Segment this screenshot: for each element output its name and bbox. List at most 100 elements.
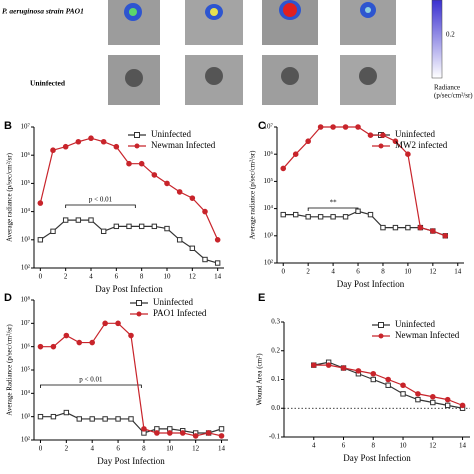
x-tick-label: 6 [115, 273, 119, 281]
series-line [40, 411, 222, 434]
annotation: p < 0.01 [89, 196, 113, 204]
x-tick-label: 6 [116, 445, 120, 453]
annotation: p < 0.01 [79, 376, 103, 384]
marker [115, 416, 121, 422]
x-tick-label: 4 [90, 445, 94, 453]
marker [141, 426, 147, 432]
marker [370, 376, 376, 383]
marker [444, 402, 451, 409]
marker [88, 217, 94, 223]
marker [218, 426, 225, 432]
x-tick-label: 14 [218, 445, 226, 453]
marker [342, 214, 349, 220]
marker [89, 339, 95, 346]
marker [138, 160, 145, 167]
y-tick-label: 10³ [21, 412, 30, 420]
x-tick-label: 2 [65, 445, 69, 453]
marker [62, 217, 69, 223]
marker [113, 143, 120, 150]
marker [76, 339, 83, 346]
y-tick-label: 0.1 [271, 375, 280, 383]
marker [355, 208, 361, 214]
marker [164, 225, 170, 232]
marker [138, 223, 145, 230]
marker [400, 382, 406, 389]
x-tick-label: 0 [281, 268, 285, 276]
marker [37, 343, 44, 350]
marker [154, 430, 160, 436]
x-tick-label: 14 [459, 442, 467, 450]
marker [167, 430, 173, 436]
legend-marker [136, 300, 142, 306]
marker [75, 217, 82, 223]
marker [415, 396, 421, 403]
y-tick-label: 10⁶ [264, 150, 274, 158]
x-tick-label: 8 [140, 273, 144, 281]
marker [151, 223, 158, 230]
marker [292, 151, 299, 157]
marker [62, 143, 69, 150]
x-tick-label: 4 [312, 442, 316, 450]
series-line [282, 126, 446, 237]
marker [400, 391, 406, 397]
x-tick-label: 14 [214, 273, 222, 281]
marker [37, 200, 44, 206]
marker [385, 382, 391, 388]
legend-marker [378, 143, 384, 149]
colorbar [431, 0, 443, 79]
marker [430, 228, 436, 234]
x-tick-label: 10 [164, 273, 172, 281]
panel-letter: D [4, 292, 12, 304]
marker [370, 370, 377, 377]
marker [151, 172, 158, 178]
legend-label: Uninfected [151, 129, 191, 139]
x-tick-label: 10 [404, 268, 412, 276]
marker [317, 214, 324, 220]
marker [459, 402, 466, 409]
y-tick-label: 10⁴ [264, 204, 274, 212]
x-tick-label: 14 [454, 268, 462, 276]
legend-marker [378, 333, 384, 339]
colorbar-label: (p/sec/cm²/sr) [434, 92, 473, 100]
legend-label: Newman Infected [395, 330, 460, 340]
y-axis-label: Average radiance (p/sec/cm²/sr) [6, 152, 14, 242]
marker [342, 124, 349, 130]
marker [100, 228, 107, 235]
x-axis-label: Day Post Infection [343, 453, 411, 463]
y-tick-label: 10⁷ [21, 319, 31, 327]
marker [179, 430, 186, 436]
y-tick-label: 10⁶ [21, 151, 31, 159]
marker [128, 416, 134, 422]
x-tick-label: 4 [331, 268, 335, 276]
marker [340, 365, 347, 371]
marker [405, 224, 411, 231]
marker [325, 362, 332, 368]
marker [128, 332, 134, 339]
marker [293, 211, 299, 218]
marker [330, 214, 336, 220]
annotation-bracket [40, 384, 142, 388]
row-label: Uninfected [30, 79, 66, 88]
marker [63, 332, 70, 339]
marker [75, 138, 82, 145]
marker [405, 151, 411, 157]
panel-letter: E [258, 292, 265, 304]
x-axis-label: Day Post Infection [97, 456, 165, 466]
annotation-bracket [65, 204, 136, 208]
marker [214, 237, 221, 243]
legend-marker [136, 311, 142, 317]
colorbar-tick: 0.2 [446, 31, 455, 39]
y-tick-label: 10² [264, 259, 273, 267]
marker [76, 416, 82, 422]
marker [115, 320, 121, 327]
marker [355, 368, 362, 374]
marker [367, 211, 374, 218]
marker [126, 160, 132, 167]
colorbar-label: Radiance [434, 84, 460, 92]
marker [330, 124, 336, 130]
x-tick-label: 12 [429, 268, 437, 276]
marker [317, 124, 324, 130]
x-tick-label: 0 [39, 445, 43, 453]
marker [189, 245, 196, 251]
marker [176, 189, 183, 195]
